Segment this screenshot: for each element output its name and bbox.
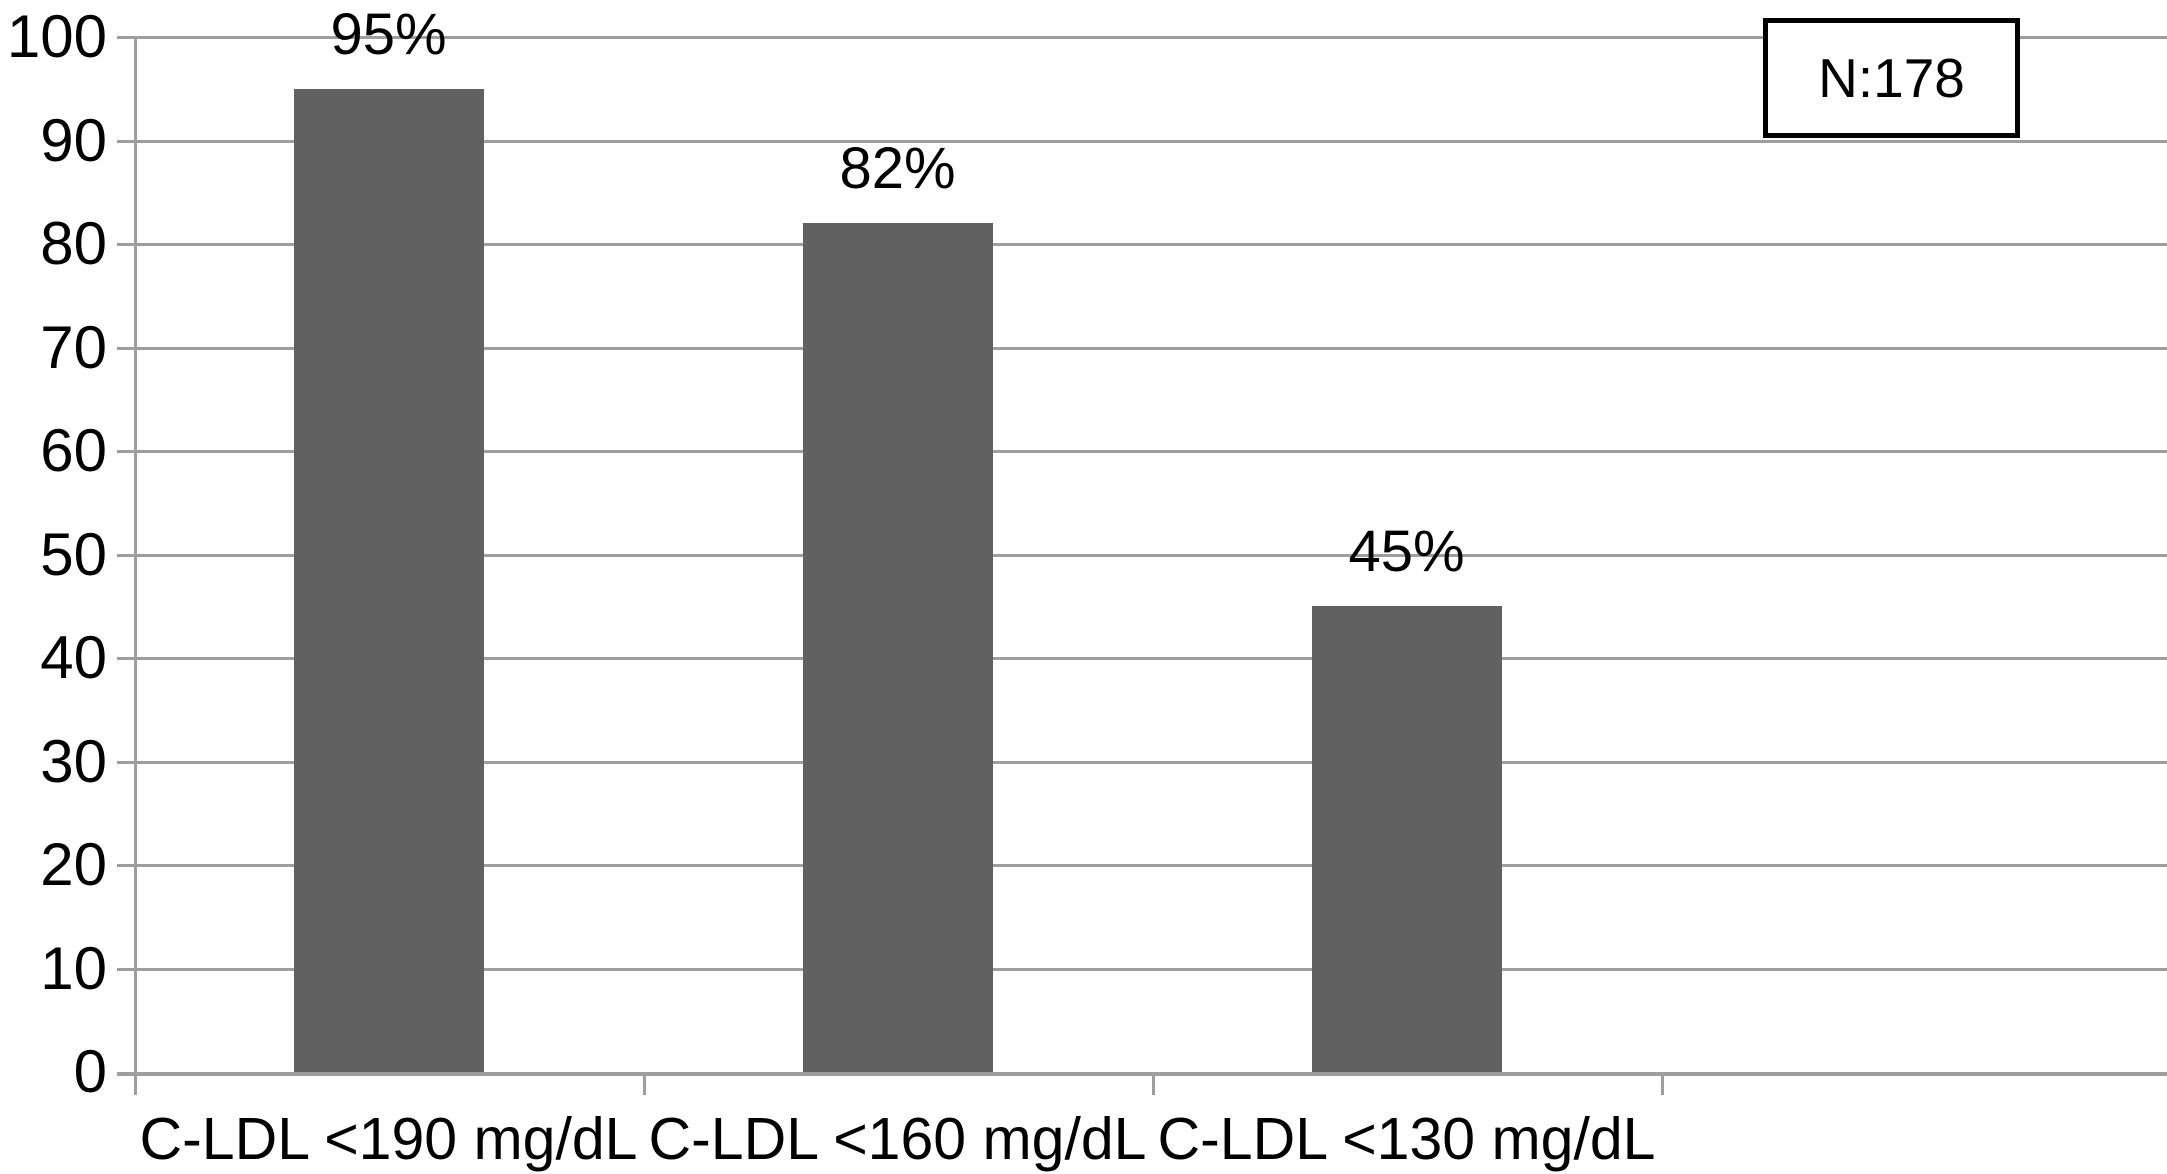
gridline: [117, 864, 2167, 867]
bar: [802, 223, 993, 1072]
gridline: [117, 36, 2167, 39]
gridline: [117, 657, 2167, 660]
y-axis-tick-label: 80: [40, 210, 107, 277]
y-axis-tick-label: 40: [40, 624, 107, 691]
x-axis-tick: [643, 1076, 646, 1095]
bar: [293, 88, 484, 1072]
gridline: [117, 967, 2167, 971]
annotation-box: N:178: [1763, 18, 2020, 138]
x-axis-category-label: C-LDL <160 mg/dL: [648, 1106, 1147, 1172]
gridline: [117, 139, 2167, 143]
gridline: [117, 346, 2167, 350]
bar: [1311, 606, 1502, 1072]
y-axis-line: [134, 37, 137, 1095]
gridline: [117, 760, 2167, 764]
x-axis-line: [117, 1072, 2167, 1076]
annotation-text: N:178: [1818, 47, 1965, 109]
x-axis-tick: [1661, 1076, 1664, 1095]
y-axis-tick-label: 70: [40, 313, 107, 381]
y-axis-tick-label: 100: [6, 3, 107, 70]
y-axis-tick-label: 90: [40, 106, 107, 174]
y-axis-tick-label: 60: [40, 417, 107, 484]
x-axis-category-label: C-LDL <190 mg/dL: [139, 1106, 638, 1172]
y-axis-tick-label: 50: [40, 520, 107, 588]
bar-value-label: 45%: [1348, 519, 1465, 585]
y-axis-tick-label: 0: [73, 1038, 107, 1105]
bar-value-label: 82%: [839, 136, 956, 202]
x-axis-category-label: C-LDL <130 mg/dL: [1157, 1106, 1656, 1172]
y-axis-tick-label: 20: [40, 831, 107, 898]
y-axis-tick-label: 30: [40, 727, 107, 795]
gridline: [117, 243, 2167, 246]
gridline: [117, 553, 2167, 557]
y-axis-tick-label: 10: [40, 934, 107, 1002]
bar-value-label: 95%: [330, 1, 447, 67]
gridline: [117, 450, 2167, 453]
x-axis-tick: [1152, 1076, 1155, 1095]
